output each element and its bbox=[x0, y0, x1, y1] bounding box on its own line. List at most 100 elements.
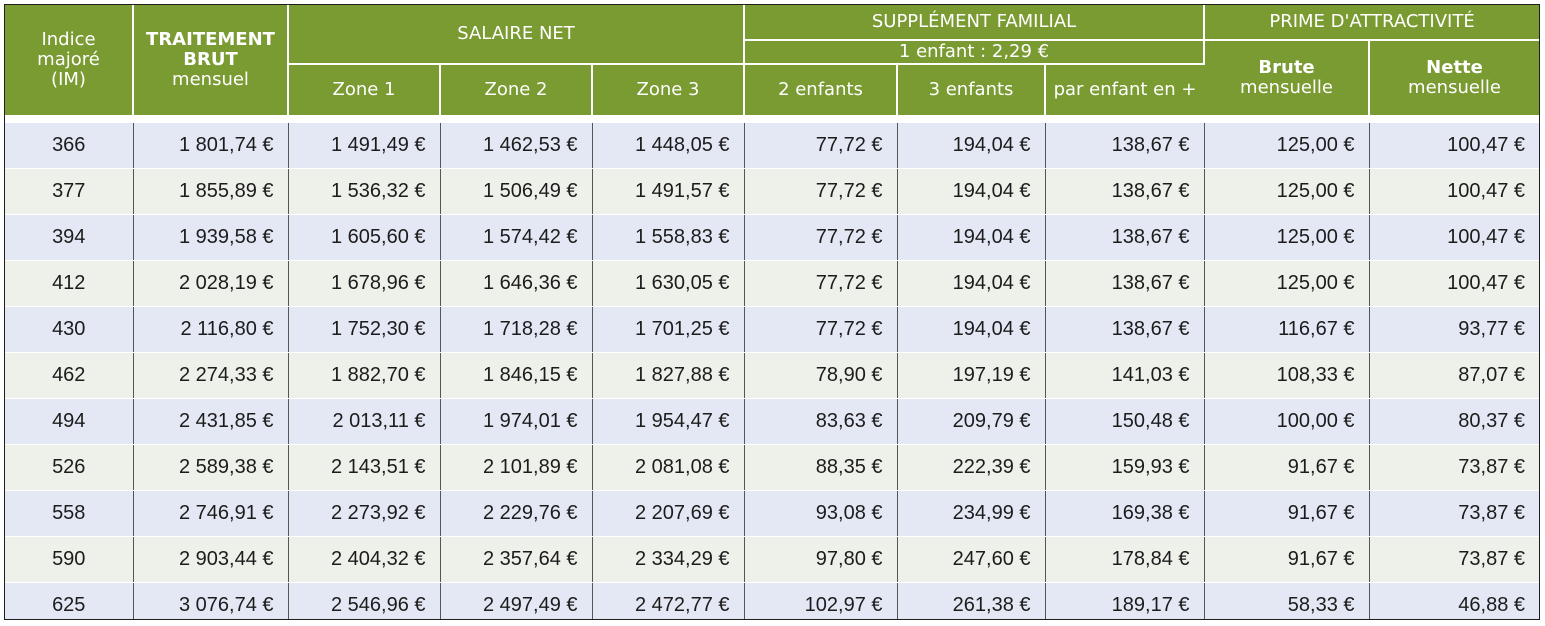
cell-net-zone-1: 1 605,60 € bbox=[288, 214, 441, 261]
cell-prime-brute: 91,67 € bbox=[1204, 444, 1370, 491]
cell-sf-2-enfants: 97,80 € bbox=[744, 536, 898, 583]
cell-traitement-brut: 2 028,19 € bbox=[133, 260, 289, 307]
cell-indice: 494 bbox=[5, 398, 134, 445]
cell-net-zone-2: 1 506,49 € bbox=[440, 168, 593, 215]
cell-sf-par-enfant-en-plus: 178,84 € bbox=[1045, 536, 1205, 583]
cell-net-zone-2: 2 229,76 € bbox=[440, 490, 593, 537]
salary-grid-table: Indice majoré (IM) TRAITEMENT BRUT mensu… bbox=[5, 5, 1539, 619]
cell-indice: 412 bbox=[5, 260, 134, 307]
header-prime-nette: Nette mensuelle bbox=[1369, 39, 1539, 115]
cell-net-zone-3: 2 334,29 € bbox=[592, 536, 745, 583]
cell-sf-3-enfants: 222,39 € bbox=[897, 444, 1046, 491]
cell-indice: 558 bbox=[5, 490, 134, 537]
cell-prime-brute: 91,67 € bbox=[1204, 536, 1370, 583]
cell-net-zone-1: 2 273,92 € bbox=[288, 490, 441, 537]
cell-net-zone-2: 2 357,64 € bbox=[440, 536, 593, 583]
salary-table-body: 366 1 801,74 €1 491,49 €1 462,53 €1 448,0… bbox=[5, 115, 1539, 619]
cell-prime-nette: 100,47 € bbox=[1369, 260, 1539, 307]
cell-prime-nette: 73,87 € bbox=[1369, 490, 1539, 537]
cell-indice: 430 bbox=[5, 306, 134, 353]
cell-sf-par-enfant-en-plus: 150,48 € bbox=[1045, 398, 1205, 445]
cell-sf-3-enfants: 261,38 € bbox=[897, 582, 1046, 619]
table-row: 462 2 274,33 €1 882,70 €1 846,15 €1 827,8… bbox=[5, 352, 1539, 399]
header-3-enfants: 3 enfants bbox=[897, 63, 1046, 115]
cell-traitement-brut: 1 939,58 € bbox=[133, 214, 289, 261]
cell-sf-3-enfants: 194,04 € bbox=[897, 123, 1046, 169]
header-traitement-brut: TRAITEMENT BRUT mensuel bbox=[133, 5, 289, 115]
cell-sf-2-enfants: 77,72 € bbox=[744, 260, 898, 307]
cell-net-zone-2: 1 574,42 € bbox=[440, 214, 593, 261]
cell-sf-2-enfants: 77,72 € bbox=[744, 123, 898, 169]
cell-net-zone-1: 1 678,96 € bbox=[288, 260, 441, 307]
cell-net-zone-3: 1 630,05 € bbox=[592, 260, 745, 307]
cell-net-zone-3: 2 472,77 € bbox=[592, 582, 745, 619]
cell-sf-3-enfants: 194,04 € bbox=[897, 168, 1046, 215]
cell-sf-par-enfant-en-plus: 138,67 € bbox=[1045, 123, 1205, 169]
table-row: 625 3 076,74 €2 546,96 €2 497,49 €2 472,7… bbox=[5, 582, 1539, 619]
cell-net-zone-2: 2 101,89 € bbox=[440, 444, 593, 491]
cell-net-zone-2: 1 646,36 € bbox=[440, 260, 593, 307]
header-salaire-net: SALAIRE NET bbox=[288, 5, 745, 64]
header-zone-3: Zone 3 bbox=[592, 63, 745, 115]
table-row: 590 2 903,44 €2 404,32 €2 357,64 €2 334,2… bbox=[5, 536, 1539, 583]
cell-sf-2-enfants: 88,35 € bbox=[744, 444, 898, 491]
cell-traitement-brut: 1 801,74 € bbox=[133, 123, 289, 169]
cell-sf-3-enfants: 194,04 € bbox=[897, 306, 1046, 353]
cell-net-zone-2: 1 974,01 € bbox=[440, 398, 593, 445]
cell-sf-2-enfants: 102,97 € bbox=[744, 582, 898, 619]
cell-sf-2-enfants: 83,63 € bbox=[744, 398, 898, 445]
cell-traitement-brut: 2 274,33 € bbox=[133, 352, 289, 399]
cell-traitement-brut: 2 431,85 € bbox=[133, 398, 289, 445]
cell-net-zone-1: 2 143,51 € bbox=[288, 444, 441, 491]
cell-net-zone-1: 2 013,11 € bbox=[288, 398, 441, 445]
cell-prime-nette: 87,07 € bbox=[1369, 352, 1539, 399]
cell-indice: 526 bbox=[5, 444, 134, 491]
cell-net-zone-3: 2 081,08 € bbox=[592, 444, 745, 491]
cell-prime-brute: 100,00 € bbox=[1204, 398, 1370, 445]
cell-prime-nette: 93,77 € bbox=[1369, 306, 1539, 353]
table-row: 377 1 855,89 €1 536,32 €1 506,49 €1 491,5… bbox=[5, 168, 1539, 215]
cell-sf-3-enfants: 194,04 € bbox=[897, 214, 1046, 261]
cell-indice: 462 bbox=[5, 352, 134, 399]
cell-sf-2-enfants: 93,08 € bbox=[744, 490, 898, 537]
cell-prime-brute: 125,00 € bbox=[1204, 260, 1370, 307]
cell-indice: 366 bbox=[5, 123, 134, 169]
cell-prime-nette: 100,47 € bbox=[1369, 168, 1539, 215]
cell-traitement-brut: 3 076,74 € bbox=[133, 582, 289, 619]
table-row: 494 2 431,85 €2 013,11 €1 974,01 €1 954,4… bbox=[5, 398, 1539, 445]
cell-sf-2-enfants: 78,90 € bbox=[744, 352, 898, 399]
cell-traitement-brut: 2 903,44 € bbox=[133, 536, 289, 583]
cell-sf-2-enfants: 77,72 € bbox=[744, 168, 898, 215]
cell-net-zone-3: 1 558,83 € bbox=[592, 214, 745, 261]
cell-net-zone-1: 2 404,32 € bbox=[288, 536, 441, 583]
cell-net-zone-3: 1 954,47 € bbox=[592, 398, 745, 445]
header-prime-attractivite: PRIME D'ATTRACTIVITÉ bbox=[1204, 5, 1539, 40]
cell-sf-par-enfant-en-plus: 138,67 € bbox=[1045, 306, 1205, 353]
cell-net-zone-3: 1 491,57 € bbox=[592, 168, 745, 215]
cell-net-zone-2: 1 846,15 € bbox=[440, 352, 593, 399]
cell-net-zone-1: 2 546,96 € bbox=[288, 582, 441, 619]
cell-sf-3-enfants: 197,19 € bbox=[897, 352, 1046, 399]
header-zone-1: Zone 1 bbox=[288, 63, 441, 115]
cell-prime-nette: 80,37 € bbox=[1369, 398, 1539, 445]
cell-sf-par-enfant-en-plus: 169,38 € bbox=[1045, 490, 1205, 537]
cell-sf-2-enfants: 77,72 € bbox=[744, 306, 898, 353]
cell-indice: 377 bbox=[5, 168, 134, 215]
header-2-enfants: 2 enfants bbox=[744, 63, 898, 115]
cell-prime-nette: 73,87 € bbox=[1369, 444, 1539, 491]
cell-net-zone-2: 2 497,49 € bbox=[440, 582, 593, 619]
salary-table-frame: Indice majoré (IM) TRAITEMENT BRUT mensu… bbox=[4, 4, 1540, 620]
cell-net-zone-3: 2 207,69 € bbox=[592, 490, 745, 537]
cell-sf-par-enfant-en-plus: 159,93 € bbox=[1045, 444, 1205, 491]
header-indice-majore: Indice majoré (IM) bbox=[5, 5, 134, 115]
cell-prime-brute: 108,33 € bbox=[1204, 352, 1370, 399]
cell-sf-par-enfant-en-plus: 189,17 € bbox=[1045, 582, 1205, 619]
cell-sf-3-enfants: 194,04 € bbox=[897, 260, 1046, 307]
header-prime-brute: Brute mensuelle bbox=[1204, 39, 1371, 115]
cell-prime-brute: 125,00 € bbox=[1204, 168, 1370, 215]
cell-sf-3-enfants: 209,79 € bbox=[897, 398, 1046, 445]
cell-net-zone-3: 1 701,25 € bbox=[592, 306, 745, 353]
header-un-enfant: 1 enfant : 2,29 € bbox=[744, 39, 1206, 64]
cell-net-zone-3: 1 827,88 € bbox=[592, 352, 745, 399]
cell-prime-nette: 73,87 € bbox=[1369, 536, 1539, 583]
